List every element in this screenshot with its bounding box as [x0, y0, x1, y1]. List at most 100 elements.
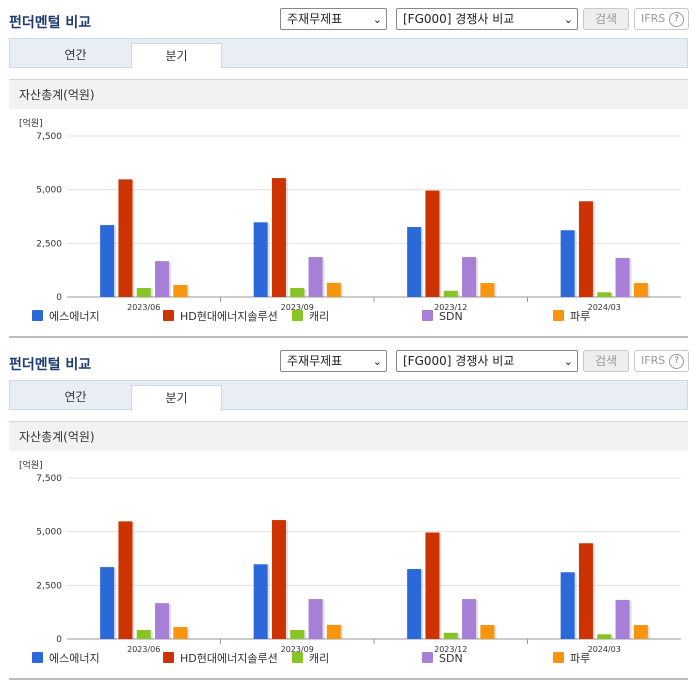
period-tabs: 연간 분기: [9, 380, 688, 411]
bar: [633, 283, 648, 297]
y-tick-label: 5,000: [36, 186, 62, 196]
legend-swatch: [292, 652, 303, 663]
section-header: 자산총계(억원): [9, 421, 688, 451]
bar: [560, 572, 575, 639]
legend-item[interactable]: HD현대에너지솔루션: [163, 310, 278, 323]
ifrs-button[interactable]: IFRS ?: [634, 350, 689, 372]
chevron-down-icon: ⌄: [563, 355, 573, 368]
bar: [407, 569, 422, 639]
ifrs-button[interactable]: IFRS ?: [634, 8, 689, 30]
bar: [480, 283, 495, 297]
legend-item[interactable]: 캐리: [292, 652, 329, 665]
bar: [407, 227, 422, 297]
tab-quarter[interactable]: 분기: [131, 385, 222, 411]
unit-label: [억원]: [19, 459, 43, 471]
bar: [118, 521, 133, 639]
bar: [136, 287, 151, 297]
statement-select[interactable]: 주재무제표 ⌄: [280, 8, 387, 30]
bar: [462, 599, 477, 639]
fundamental-panel-1: 펀더멘털 비교 주재무제표 ⌄ [FG000] 경쟁사 비교 ⌄ 검색 IFRS…: [9, 8, 689, 338]
legend-swatch: [422, 652, 433, 663]
y-tick-label: 5,000: [36, 528, 62, 538]
legend-item[interactable]: SDN: [422, 310, 463, 323]
bar: [136, 629, 151, 639]
y-tick-label: 2,500: [36, 581, 62, 591]
legend-item[interactable]: 에스에너지: [32, 652, 100, 665]
legend-item[interactable]: SDN: [422, 652, 463, 665]
unit-label: [억원]: [19, 117, 43, 129]
statement-select-value: 주재무제표: [287, 12, 343, 26]
fundamental-panel-2: 펀더멘털 비교 주재무제표 ⌄ [FG000] 경쟁사 비교 ⌄ 검색 IFRS…: [0, 342, 696, 684]
legend-label: SDN: [439, 652, 463, 665]
bar: [615, 599, 630, 639]
bar: [308, 257, 323, 297]
bar: [560, 230, 575, 297]
help-icon[interactable]: ?: [669, 354, 684, 369]
period-tabs: 연간 분기: [9, 38, 688, 69]
legend-swatch: [163, 652, 174, 663]
legend-label: 캐리: [309, 652, 329, 665]
bar: [462, 257, 477, 297]
bar: [326, 624, 341, 639]
legend-label: HD현대에너지솔루션: [180, 652, 278, 665]
bar: [253, 564, 268, 639]
divider: [9, 336, 688, 338]
bar: [253, 222, 268, 297]
compare-select[interactable]: [FG000] 경쟁사 비교 ⌄: [396, 8, 578, 30]
legend-item[interactable]: HD현대에너지솔루션: [163, 652, 278, 665]
bar-chart: [억원] 0 2,500 5,000 7,500 2023/06 2023/09 2023/1…: [19, 459, 681, 665]
help-icon[interactable]: ?: [669, 12, 684, 27]
legend-swatch: [32, 310, 43, 321]
search-button[interactable]: 검색: [583, 350, 629, 372]
chevron-down-icon: ⌄: [563, 13, 573, 26]
bar: [308, 599, 323, 639]
tab-annual[interactable]: 연간: [64, 48, 87, 62]
legend-label: HD현대에너지솔루션: [180, 310, 278, 323]
bar-chart: [억원] 0 2,500 5,000 7,500 2023/06 2023/09 2023/1…: [19, 117, 681, 323]
x-tick-label: 2023/12: [434, 645, 467, 654]
y-tick-label: 0: [56, 293, 62, 303]
bar: [443, 290, 458, 297]
legend-label: 파루: [570, 652, 590, 665]
compare-select[interactable]: [FG000] 경쟁사 비교 ⌄: [396, 350, 578, 372]
bar: [615, 257, 630, 297]
bar: [578, 201, 593, 297]
bar: [271, 178, 286, 297]
statement-select-value: 주재무제표: [287, 354, 343, 368]
compare-select-value: [FG000] 경쟁사 비교: [403, 354, 515, 368]
tab-quarter[interactable]: 분기: [131, 43, 222, 69]
bar: [633, 625, 648, 639]
legend-swatch: [163, 310, 174, 321]
legend-label: 에스에너지: [49, 652, 100, 665]
bar: [118, 179, 133, 297]
bar: [100, 225, 115, 297]
legend-label: SDN: [439, 310, 463, 323]
tab-annual[interactable]: 연간: [64, 390, 87, 404]
search-button[interactable]: 검색: [583, 8, 629, 30]
legend-item[interactable]: 파루: [553, 310, 590, 323]
statement-select[interactable]: 주재무제표 ⌄: [280, 350, 387, 372]
bar: [155, 603, 170, 639]
chevron-down-icon: ⌄: [372, 355, 382, 368]
legend-item[interactable]: 파루: [553, 652, 590, 665]
chevron-down-icon: ⌄: [372, 13, 382, 26]
legend-swatch: [292, 310, 303, 321]
bar: [597, 292, 612, 297]
bar: [425, 532, 440, 639]
legend-swatch: [553, 310, 564, 321]
legend-swatch: [553, 652, 564, 663]
y-tick-label: 7,500: [36, 132, 62, 142]
x-tick-label: 2023/06: [127, 303, 160, 312]
bar: [155, 261, 170, 297]
legend-item[interactable]: 캐리: [292, 310, 329, 323]
bar: [290, 629, 305, 639]
legend-item[interactable]: 에스에너지: [32, 310, 100, 323]
legend-swatch: [422, 310, 433, 321]
bar: [100, 567, 115, 639]
legend-swatch: [32, 652, 43, 663]
section-header: 자산총계(억원): [9, 79, 688, 109]
bar: [290, 287, 305, 297]
x-tick-label: 2023/06: [127, 645, 160, 654]
ifrs-label: IFRS: [641, 354, 666, 367]
x-tick-label: 2023/12: [434, 303, 467, 312]
